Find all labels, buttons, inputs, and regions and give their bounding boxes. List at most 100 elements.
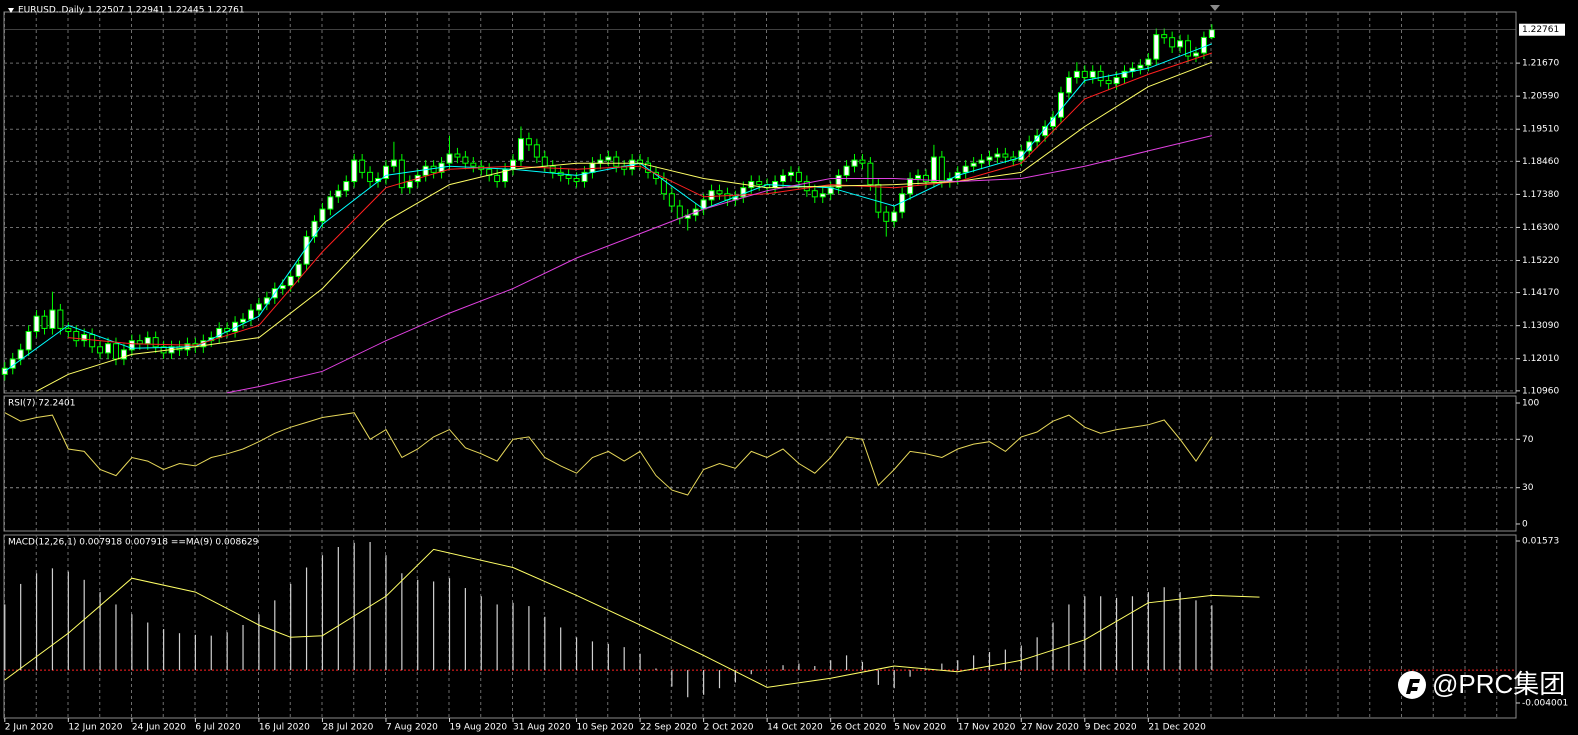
candle-body <box>390 159 397 167</box>
candle-body <box>756 181 763 186</box>
candle-body <box>645 162 652 173</box>
candle-body <box>240 318 247 323</box>
candle-body <box>549 165 556 173</box>
x-tick-label: 2 Jun 2020 <box>5 723 54 733</box>
candle-body <box>819 193 826 198</box>
candle-body <box>1081 70 1088 78</box>
moving-average <box>68 52 1213 346</box>
candle-body <box>120 349 127 360</box>
y-tick-label: 1.20590 <box>1522 92 1559 102</box>
panel-title: MACD(12,26,1) 0.007918 0.007918 ==MA(9) … <box>8 538 259 548</box>
x-tick-label: 6 Jul 2020 <box>195 723 240 733</box>
candle-body <box>938 156 945 183</box>
candle-body <box>295 263 302 277</box>
candle-body <box>589 162 596 173</box>
candle-body <box>367 171 374 183</box>
candle-body <box>859 159 866 164</box>
candle-body <box>748 181 755 189</box>
x-tick-label: 14 Oct 2020 <box>767 723 823 733</box>
y-tick-label: 1.18460 <box>1522 157 1559 167</box>
y-tick-label: 1.13090 <box>1522 321 1559 331</box>
candle-body <box>49 309 56 329</box>
candle-body <box>1113 76 1120 85</box>
x-tick-label: 21 Dec 2020 <box>1148 723 1206 733</box>
candle-body <box>1097 70 1104 82</box>
watermark: @PRC集团 <box>1432 669 1565 699</box>
candle-body <box>970 162 977 167</box>
x-tick-label: 17 Nov 2020 <box>958 723 1016 733</box>
candle-body <box>581 171 588 183</box>
candle-body <box>1002 153 1009 158</box>
shift-marker <box>1210 5 1220 11</box>
candle-body <box>716 190 723 195</box>
candle-body <box>351 159 358 183</box>
candle-body <box>525 138 532 146</box>
x-tick-label: 31 Aug 2020 <box>513 723 571 733</box>
watermark-logo <box>1398 671 1426 699</box>
candle-body <box>843 165 850 176</box>
candle-body <box>255 303 262 311</box>
candle-body <box>89 334 96 348</box>
candle-body <box>1089 70 1096 78</box>
y-tick-label: 1.21670 <box>1522 59 1559 69</box>
candle-body <box>986 156 993 161</box>
candle-body <box>1073 70 1080 78</box>
candle-body <box>25 330 32 351</box>
candle-body <box>541 156 548 167</box>
candle-body <box>33 315 40 332</box>
candle-body <box>41 315 48 329</box>
candle-body <box>740 187 747 198</box>
candle-body <box>1208 29 1215 38</box>
candle-body <box>565 174 572 179</box>
candle-body <box>382 165 389 179</box>
candle-body <box>915 174 922 179</box>
candle-body <box>430 165 437 173</box>
x-tick-label: 9 Dec 2020 <box>1085 723 1137 733</box>
x-tick-label: 24 Jun 2020 <box>132 723 186 733</box>
x-tick-label: 26 Oct 2020 <box>831 723 887 733</box>
candle-body <box>676 205 683 219</box>
candle-body <box>1177 40 1184 48</box>
candle-body <box>510 159 517 170</box>
candle-body <box>1200 36 1207 54</box>
indicator-line <box>4 412 1213 496</box>
candle-body <box>660 177 667 195</box>
candle-body <box>875 184 882 213</box>
candle-body <box>470 162 477 167</box>
candle-body <box>835 174 842 189</box>
candle-body <box>311 220 318 238</box>
candle-body <box>668 193 675 207</box>
candle-body <box>1161 34 1168 39</box>
candle-body <box>517 138 524 161</box>
rsi-panel <box>3 395 1517 532</box>
candle-body <box>152 337 159 348</box>
candle-body <box>851 159 858 167</box>
x-tick-label: 12 Jun 2020 <box>68 723 122 733</box>
candle-body <box>787 171 794 176</box>
y-tick-label: 100 <box>1522 399 1539 409</box>
candle-body <box>247 309 254 320</box>
candle-body <box>922 174 929 183</box>
candle-body <box>1026 141 1033 152</box>
candle-body <box>81 334 88 342</box>
y-tick-label: 1.12010 <box>1522 354 1559 364</box>
candle-body <box>406 181 413 189</box>
moving-average <box>36 61 1213 392</box>
candle-body <box>128 340 135 351</box>
candle-body <box>112 343 119 360</box>
candle-body <box>136 340 143 345</box>
candle-body <box>327 196 334 210</box>
candle-body <box>962 165 969 173</box>
candle-body <box>335 190 342 198</box>
candle-body <box>605 156 612 161</box>
last-price-label: 1.22761 <box>1522 25 1559 35</box>
x-tick-label: 28 Jul 2020 <box>322 723 373 733</box>
signal-line <box>4 548 1260 688</box>
x-tick-label: 19 Aug 2020 <box>450 723 508 733</box>
price-panel <box>3 11 1517 394</box>
candle-body <box>1153 34 1160 60</box>
candle-body <box>708 190 715 201</box>
y-tick-label: 1.19510 <box>1522 125 1559 135</box>
chart-title: EURUSD..Daily 1.22507 1.22941 1.22445 1.… <box>18 6 245 16</box>
